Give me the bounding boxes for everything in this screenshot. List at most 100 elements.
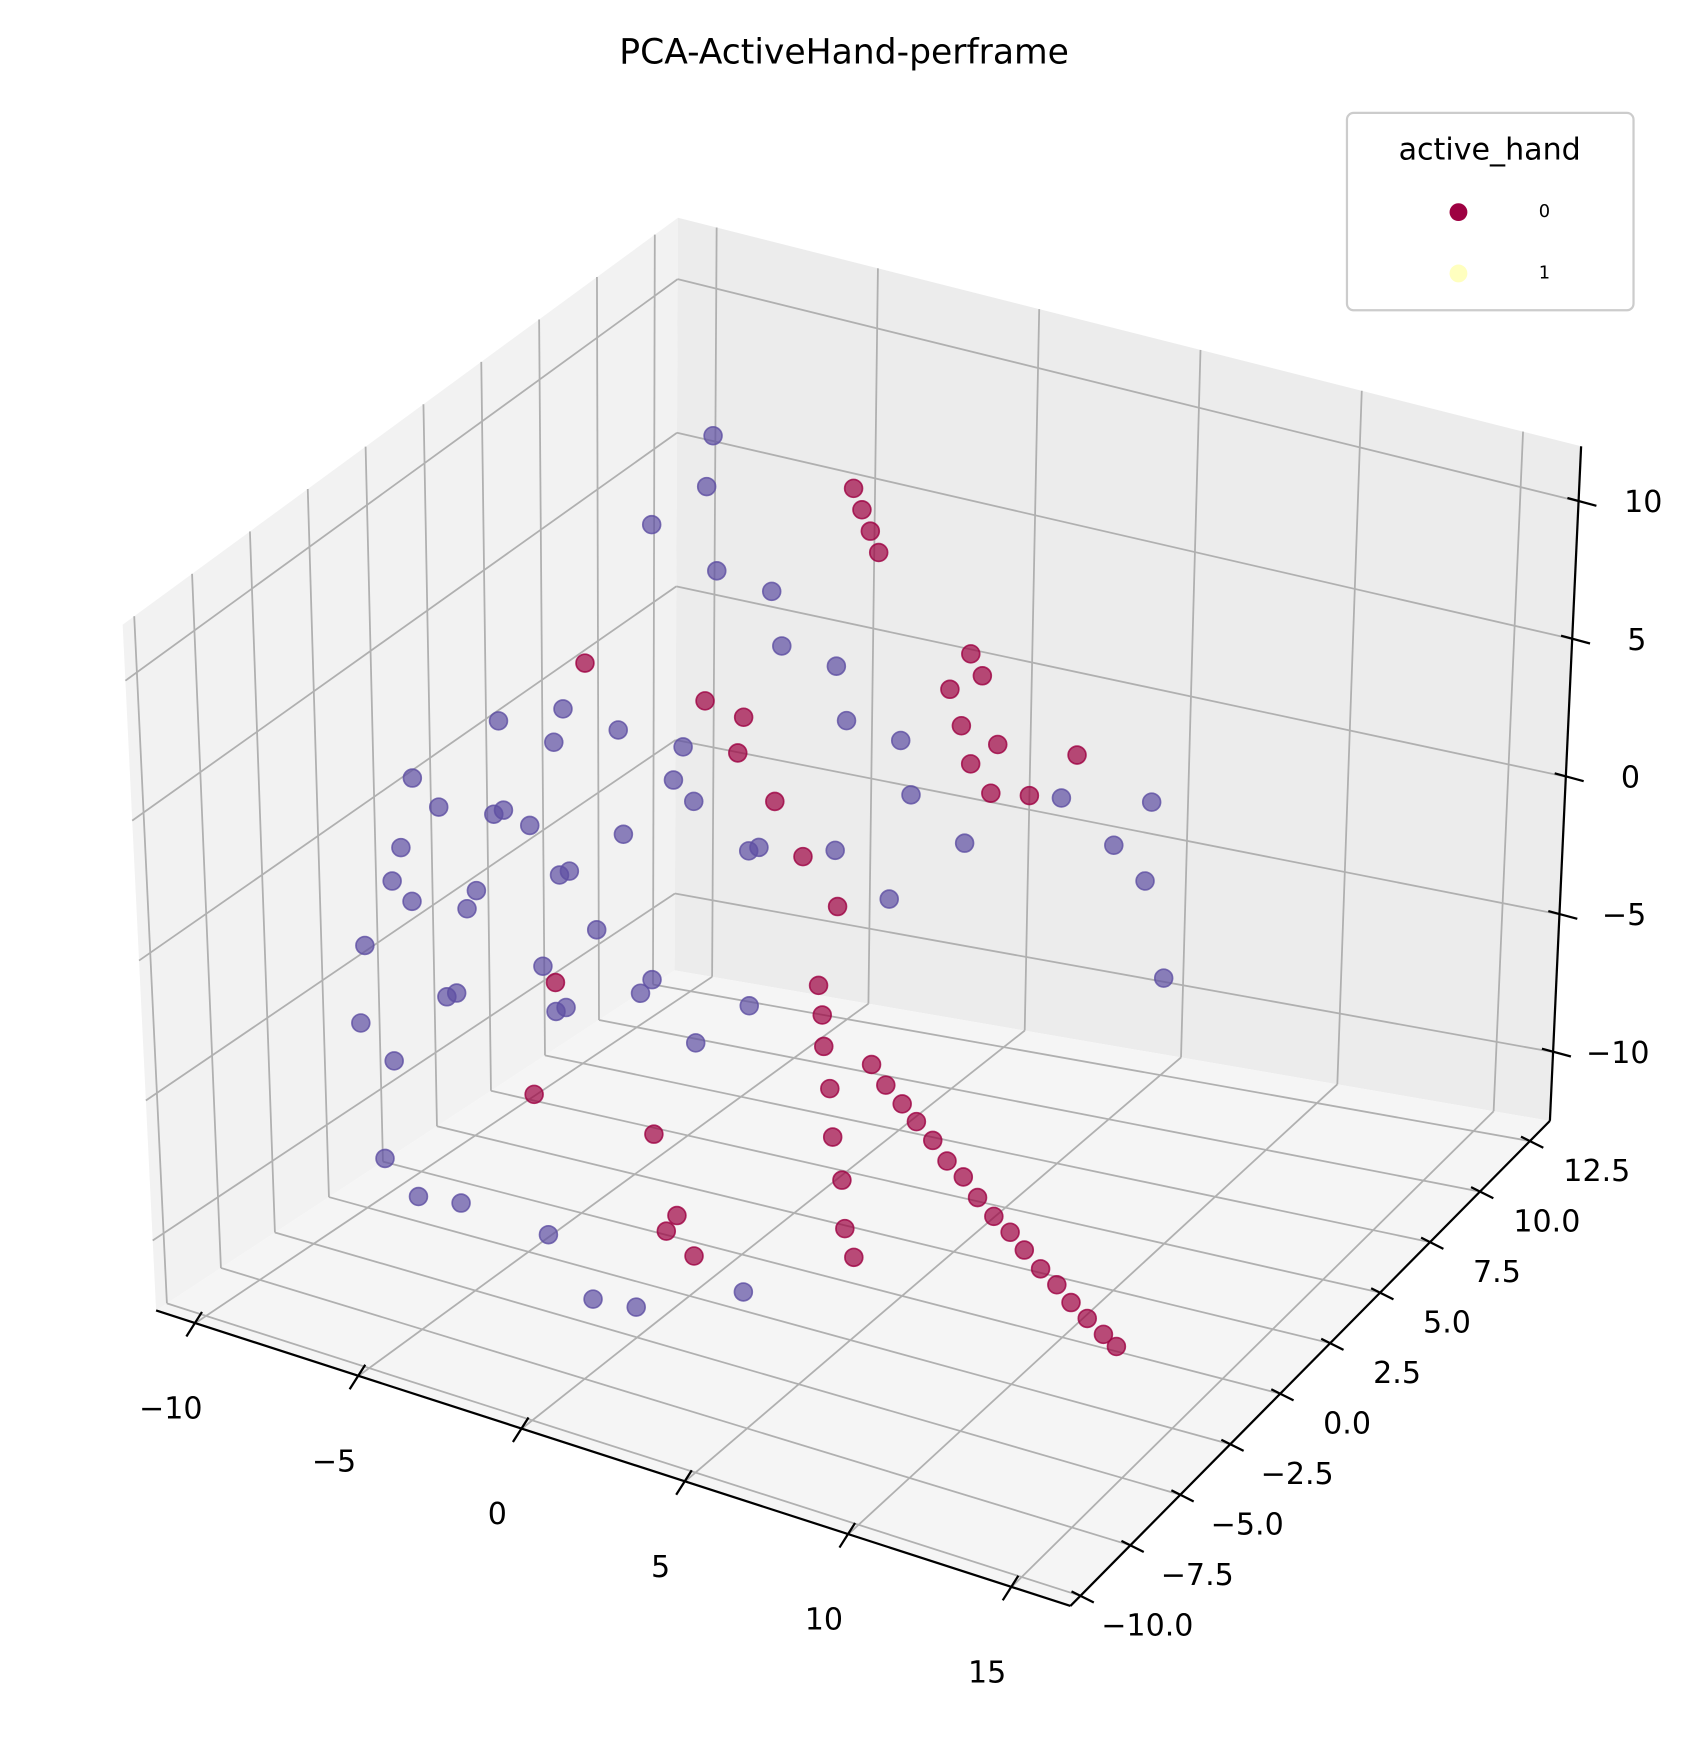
point: [384, 1051, 404, 1071]
point: [545, 972, 566, 993]
point: [814, 1036, 834, 1057]
point: [1030, 1259, 1051, 1279]
grid-line: [422, 404, 438, 1127]
point: [685, 1033, 706, 1053]
tick-label: 0: [1621, 760, 1640, 795]
point: [644, 1124, 664, 1144]
tick-mark: [185, 1311, 203, 1338]
point: [972, 666, 993, 686]
point: [852, 500, 872, 520]
pane-left: [122, 217, 678, 1311]
point: [1077, 1308, 1097, 1329]
grid-line: [382, 1160, 1281, 1395]
point: [553, 699, 573, 719]
grid-line: [249, 531, 276, 1233]
grid-line: [133, 616, 168, 1304]
point: [733, 1282, 754, 1302]
grid-line: [364, 446, 384, 1162]
point: [520, 815, 540, 836]
grid-line: [676, 431, 1573, 640]
point: [355, 935, 375, 956]
point: [987, 734, 1008, 755]
point: [1019, 785, 1040, 806]
point: [575, 653, 595, 673]
grid-line: [521, 1029, 1026, 1430]
grid-line: [131, 432, 678, 822]
grid-line: [328, 1196, 1231, 1446]
point: [1106, 1336, 1127, 1357]
tick-label: 0: [488, 1497, 507, 1532]
tick-label: 10: [1624, 485, 1662, 520]
grid-line: [596, 277, 600, 1020]
point: [466, 880, 487, 901]
point: [703, 426, 723, 446]
point: [402, 768, 423, 788]
grid-line: [847, 1083, 1338, 1535]
point: [556, 997, 576, 1018]
chart-title: PCA-ActiveHand-perframe: [619, 32, 1069, 72]
point: [860, 521, 881, 541]
grid: [124, 227, 1579, 1597]
grid-line: [152, 892, 676, 1242]
point: [630, 983, 651, 1004]
tick-label: 2.5: [1373, 1356, 1421, 1391]
tick-label: 5: [651, 1550, 670, 1585]
point: [812, 1005, 832, 1025]
tick-label: −10.0: [1101, 1609, 1193, 1644]
point: [808, 975, 829, 996]
point: [772, 636, 792, 656]
point: [533, 956, 553, 976]
tick-mark: [1548, 909, 1578, 920]
point: [642, 969, 662, 990]
legend-marker: [1449, 264, 1468, 283]
point: [451, 1193, 471, 1213]
tick-mark: [1370, 1287, 1394, 1301]
point: [820, 1078, 840, 1099]
point: [1153, 968, 1174, 988]
grid-line: [684, 1056, 1182, 1483]
point: [673, 737, 693, 757]
point: [901, 785, 921, 805]
grid-line: [1492, 431, 1524, 1112]
point: [953, 1167, 974, 1187]
point: [1093, 1324, 1114, 1345]
tick-mark: [1270, 1388, 1295, 1402]
point: [707, 561, 727, 581]
point: [683, 791, 704, 812]
axis-line: [1069, 1120, 1551, 1607]
point: [538, 1224, 559, 1245]
grid-line: [274, 1231, 1181, 1496]
pane-back: [674, 217, 1582, 1121]
point: [733, 707, 754, 728]
grid-line: [677, 278, 1579, 503]
tick-mark: [1541, 1047, 1572, 1058]
point: [937, 1151, 957, 1171]
grid-line: [1011, 1110, 1495, 1588]
point: [1135, 871, 1155, 891]
tick-mark: [1567, 496, 1597, 507]
point: [1067, 745, 1087, 765]
tick-mark: [1554, 772, 1584, 783]
point: [749, 837, 769, 858]
tick-label: −10: [1586, 1036, 1650, 1071]
point: [876, 1075, 896, 1095]
grid-line: [191, 573, 222, 1268]
point: [402, 891, 422, 912]
point: [728, 743, 748, 763]
point: [695, 691, 715, 711]
legend-marker: [1449, 203, 1468, 222]
axis-line: [1548, 446, 1583, 1121]
point: [827, 896, 848, 917]
grid-line: [538, 319, 546, 1056]
grid-line: [674, 892, 1554, 1053]
axis-line: [155, 1309, 1071, 1607]
grid-line: [166, 1302, 1081, 1597]
point: [524, 1084, 544, 1105]
point: [822, 1127, 843, 1147]
point: [836, 710, 857, 731]
tick-label: 7.5: [1473, 1255, 1521, 1290]
point: [861, 1054, 882, 1075]
point: [457, 898, 477, 919]
point: [1014, 1240, 1035, 1260]
